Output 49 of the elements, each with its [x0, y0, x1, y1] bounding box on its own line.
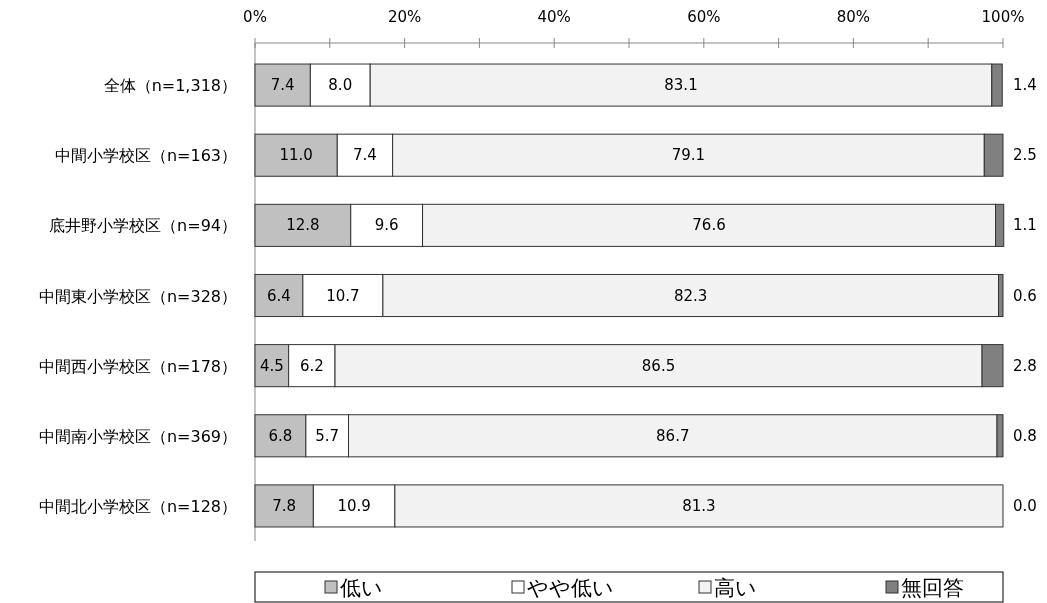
data-label: 5.7 — [315, 426, 340, 445]
x-tick-label: 0% — [243, 8, 267, 26]
data-label: 8.0 — [328, 76, 353, 95]
data-label: 12.8 — [286, 216, 320, 235]
data-label: 86.5 — [641, 356, 676, 375]
y-tick-label: 中間西小学校区（n=178） — [38, 356, 237, 376]
data-label: 6.4 — [267, 286, 291, 305]
legend-item: やや低い — [511, 576, 614, 600]
legend-label: 無回答 — [901, 576, 964, 600]
x-tick-label: 80% — [836, 8, 871, 26]
data-label: 6.8 — [268, 426, 293, 445]
data-label: 6.2 — [299, 356, 324, 375]
data-label: 76.6 — [692, 216, 726, 235]
data-label: 82.3 — [674, 286, 708, 305]
legend-item: 高い — [698, 576, 757, 600]
y-tick-label: 中間東小学校区（n=328） — [38, 286, 237, 306]
y-tick-label: 全体（n=1,318） — [103, 76, 237, 96]
legend-item: 低い — [324, 576, 383, 600]
data-label: 0.8 — [1013, 426, 1037, 445]
x-tick-label: 40% — [537, 8, 571, 26]
data-label: 9.6 — [374, 216, 399, 235]
data-label: 2.8 — [1013, 356, 1037, 375]
data-label: 1.1 — [1013, 216, 1037, 235]
data-label: 10.9 — [337, 496, 371, 515]
data-label: 0.0 — [1013, 496, 1037, 515]
data-label: 79.1 — [671, 146, 706, 165]
y-tick-label: 底井野小学校区（n=94） — [49, 216, 237, 236]
data-label: 7.4 — [270, 76, 295, 95]
data-label: 11.0 — [279, 146, 313, 165]
x-tick-label: 60% — [687, 8, 721, 26]
legend-item: 無回答 — [885, 576, 964, 600]
y-tick-label: 中間北小学校区（n=128） — [38, 496, 237, 516]
x-tick-label: 100% — [981, 8, 1025, 26]
legend-label: 高い — [714, 576, 757, 600]
data-label: 83.1 — [664, 76, 698, 95]
y-tick-label: 中間南小学校区（n=369） — [38, 426, 237, 446]
data-label: 7.4 — [353, 146, 377, 165]
data-label: 7.8 — [272, 496, 297, 515]
data-label: 2.5 — [1013, 146, 1037, 165]
y-tick-label: 中間小学校区（n=163） — [54, 146, 237, 166]
data-label: 10.7 — [326, 286, 360, 305]
data-label: 4.5 — [259, 356, 284, 375]
data-label: 1.4 — [1013, 76, 1037, 95]
data-label: 81.3 — [682, 496, 716, 515]
data-label: 86.7 — [656, 426, 690, 445]
legend-label: やや低い — [527, 576, 614, 600]
legend-label: 低い — [340, 576, 383, 600]
data-label: 0.6 — [1013, 286, 1037, 305]
x-tick-label: 20% — [387, 8, 422, 26]
